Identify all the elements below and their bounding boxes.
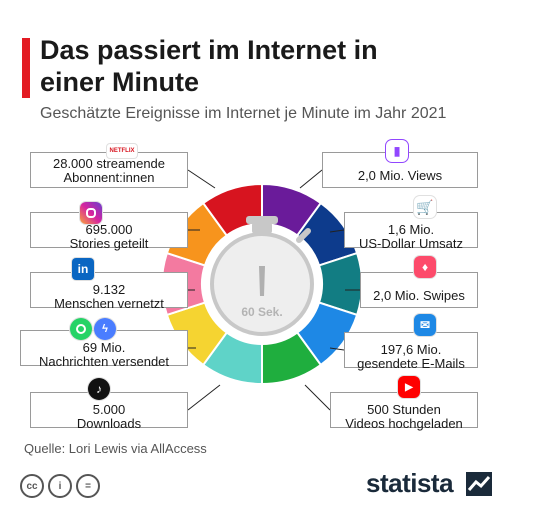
netflix-label-line2: Abonnent:innen [63, 170, 155, 185]
twitch-icon: ▮ [386, 140, 408, 162]
leader-line-email [329, 347, 345, 351]
license-icons: cc i = [20, 474, 100, 498]
source-note: Quelle: Lori Lewis via AllAccess [24, 441, 207, 456]
leader-line-youtube [304, 384, 331, 411]
linkedin-label-line1: 9.132 [92, 282, 126, 297]
linkedin-icon: in [72, 258, 94, 280]
tinder-box: 2,0 Mio. Swipes [360, 272, 478, 308]
leader-line-amazon [329, 229, 345, 233]
email-label-line2: gesendete E-Mails [357, 356, 465, 371]
instagram-icon [80, 202, 102, 224]
tiktok-icon: ♪ [88, 378, 110, 400]
stopwatch-button [246, 216, 278, 224]
netflix-icon: NETFLIX [107, 144, 137, 158]
nd-icon[interactable]: = [76, 474, 100, 498]
tinder-icon: ♦ [414, 256, 436, 278]
stopwatch-icon: 60 Sek. [210, 216, 314, 336]
instagram-box: 695.000 Stories geteilt [30, 212, 188, 251]
whatsapp-label-line1: 69 Mio. [82, 340, 126, 355]
tiktok-box: 5.000 Downloads [30, 392, 188, 431]
cc-icon[interactable]: cc [20, 474, 44, 498]
page-title: Das passiert im Internet in einer Minute [40, 35, 378, 97]
email-label-line1: 197,6 Mio. [380, 342, 442, 357]
leader-line-tiktok [187, 384, 221, 411]
by-icon[interactable]: i [48, 474, 72, 498]
cart-icon: 🛒 [414, 196, 436, 218]
linkedin-box: 9.132 Menschen vernetzt [30, 272, 188, 311]
stopwatch-label: 60 Sek. [241, 305, 282, 319]
amazon-box: 1,6 Mio. US-Dollar Umsatz [344, 212, 478, 251]
statista-logo[interactable]: statista [366, 468, 454, 498]
whatsapp-icon [70, 318, 92, 340]
instagram-label-line2: Stories geteilt [69, 236, 149, 251]
linkedin-label-line2: Menschen vernetzt [54, 296, 164, 311]
leader-line-netflix [187, 169, 216, 189]
mail-icon: ✉ [414, 314, 436, 336]
youtube-icon: ▶ [398, 376, 420, 398]
whatsapp-label-line2: Nachrichten versendet [38, 354, 170, 369]
amazon-label-line1: 1,6 Mio. [387, 222, 435, 237]
twitch-box: 2,0 Mio. Views [322, 152, 478, 188]
stopwatch-side-button [296, 228, 311, 243]
email-box: 197,6 Mio. gesendete E-Mails [344, 332, 478, 371]
messenger-icon: ϟ [94, 318, 116, 340]
stopwatch-crown [252, 222, 272, 234]
stopwatch-hand [259, 266, 265, 296]
title-accent-bar [22, 38, 30, 98]
amazon-label-line2: US-Dollar Umsatz [358, 236, 463, 251]
twitch-label-line1: 2,0 Mio. Views [357, 168, 443, 183]
tinder-label-line1: 2,0 Mio. Swipes [373, 288, 465, 303]
leader-line-twitch [299, 169, 323, 189]
whatsapp-box: 69 Mio. Nachrichten versendet [20, 330, 188, 369]
youtube-label-line2: Videos hochgeladen [345, 416, 463, 431]
tiktok-label-line2: Downloads [76, 416, 142, 431]
statista-logo-mark [466, 472, 492, 496]
netflix-label-line1: 28.000 streamende [52, 156, 166, 171]
instagram-label-line1: 695.000 [85, 222, 133, 237]
tiktok-label-line1: 5.000 [92, 402, 126, 417]
youtube-label-line1: 500 Stunden [367, 402, 441, 417]
page-subtitle: Geschätzte Ereignisse im Internet je Min… [40, 105, 447, 122]
